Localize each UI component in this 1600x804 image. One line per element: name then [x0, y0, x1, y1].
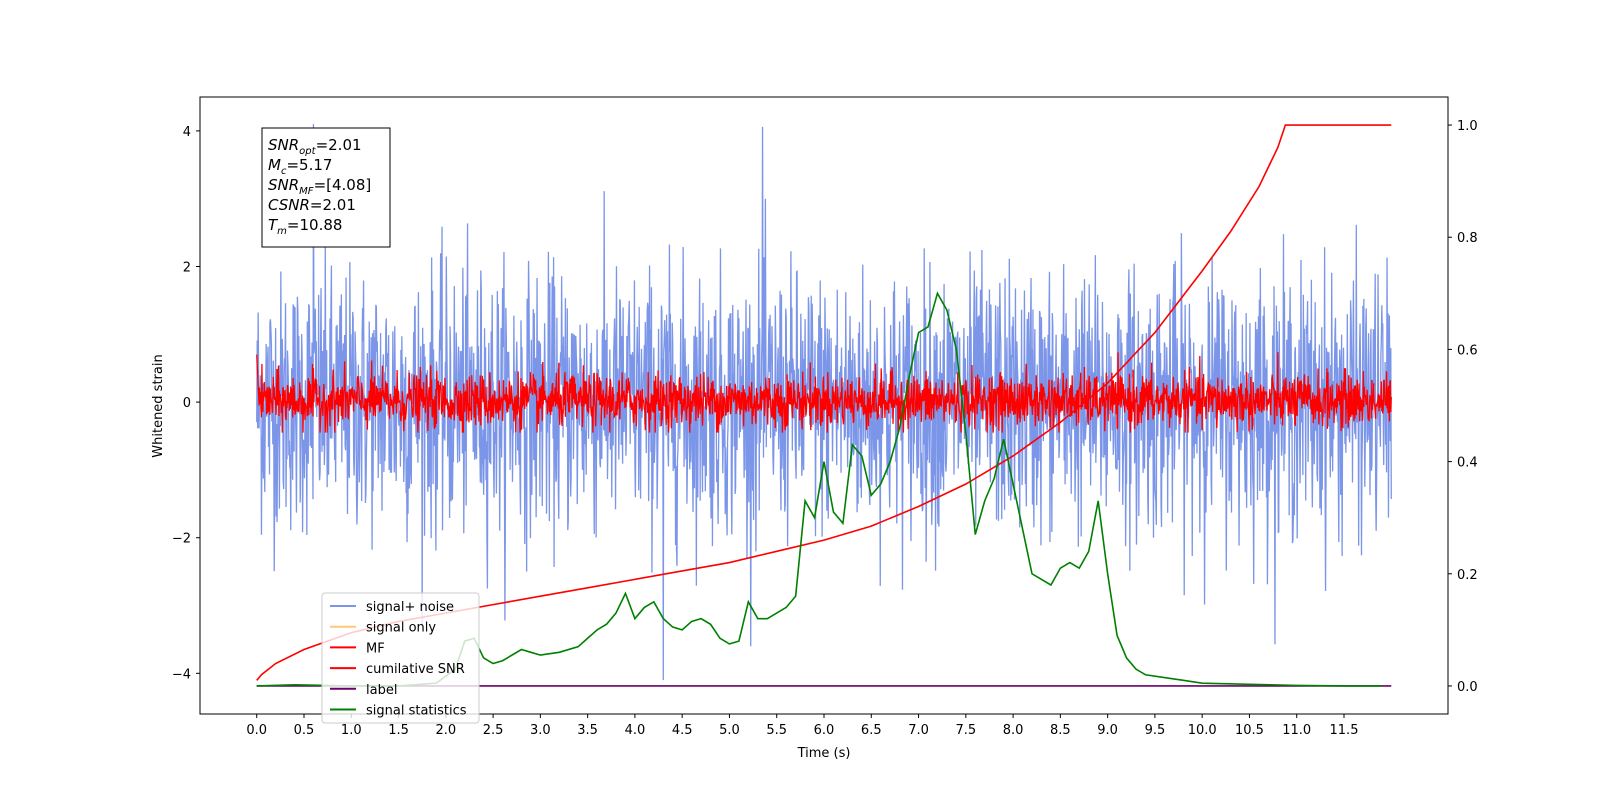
legend-label: label	[366, 683, 397, 698]
x-tick-label: 0.5	[294, 723, 315, 738]
legend-label: cumilative SNR	[366, 662, 465, 677]
x-tick-label: 10.5	[1235, 723, 1264, 738]
y2-tick-label: 0.8	[1457, 231, 1478, 246]
y2-tick-label: 0.6	[1457, 343, 1478, 358]
legend: signal+ noise signal only MF cumilative SNR…	[321, 592, 480, 724]
legend-items: signal+ noise signal only MF cumilative SNR…	[330, 600, 467, 719]
x-tick-label: 11.5	[1330, 723, 1359, 738]
x-tick-label: 1.0	[341, 723, 362, 738]
stats-box-frame	[261, 127, 391, 248]
series-line-signal-noise	[256, 124, 1392, 681]
series-line-mf	[256, 352, 1392, 433]
x-tick-label: 2.0	[435, 723, 456, 738]
x-axis-label: Time (s)	[797, 746, 851, 761]
legend-label: signal+ noise	[366, 600, 454, 615]
stats-line: CSNR=2.01	[268, 196, 356, 214]
y-tick-label: 4	[183, 125, 191, 140]
x-tick-label: 9.5	[1145, 723, 1166, 738]
x-tick-label: 7.5	[955, 723, 976, 738]
stats-line: SNRMF=[4.08]	[268, 176, 371, 197]
x-tick-label: 6.0	[814, 723, 835, 738]
x-tick-label: 10.0	[1188, 723, 1217, 738]
y-tick-label: 2	[183, 261, 191, 276]
x-tick-label: 1.5	[388, 723, 409, 738]
x-tick-label: 3.5	[577, 723, 598, 738]
x-tick-label: 5.5	[766, 723, 787, 738]
stats-line: Tm=10.88	[268, 216, 342, 237]
x-tick-label: 6.5	[861, 723, 882, 738]
x-tick-label: 9.0	[1097, 723, 1118, 738]
x-tick-label: 4.5	[672, 723, 693, 738]
legend-label: signal statistics	[366, 704, 467, 719]
y-axis-label: Whitened strain	[151, 354, 166, 457]
legend-label: signal only	[366, 621, 436, 636]
x-tick-label: 11.0	[1282, 723, 1311, 738]
axis-ticks: 0.0 0.5 1.0 1.5 2.0 2.5 3.0 3.5 4.0 4.5 5.0 5.5 6.0 6…	[172, 119, 1478, 738]
x-tick-label: 0.0	[246, 723, 267, 738]
y2-tick-label: 0.4	[1457, 456, 1478, 471]
legend-frame	[321, 592, 480, 724]
y2-tick-label: 1.0	[1457, 119, 1478, 134]
x-tick-label: 8.0	[1003, 723, 1024, 738]
y-tick-label: 0	[183, 396, 191, 411]
x-tick-label: 8.5	[1050, 723, 1071, 738]
x-tick-label: 2.5	[483, 723, 504, 738]
y-tick-label: −4	[172, 667, 191, 682]
legend-label: MF	[366, 641, 385, 656]
y-tick-label: −2	[172, 532, 191, 547]
x-tick-label: 3.0	[530, 723, 551, 738]
stats-line: Mc=5.17	[268, 156, 332, 177]
y2-tick-label: 0.0	[1457, 680, 1478, 695]
x-tick-label: 5.0	[719, 723, 740, 738]
x-tick-label: 7.0	[908, 723, 929, 738]
y2-tick-label: 0.2	[1457, 568, 1478, 583]
series-line-signal-statistics	[256, 291, 1382, 687]
x-tick-label: 4.0	[625, 723, 646, 738]
stats-line: SNRopt=2.01	[268, 136, 362, 157]
